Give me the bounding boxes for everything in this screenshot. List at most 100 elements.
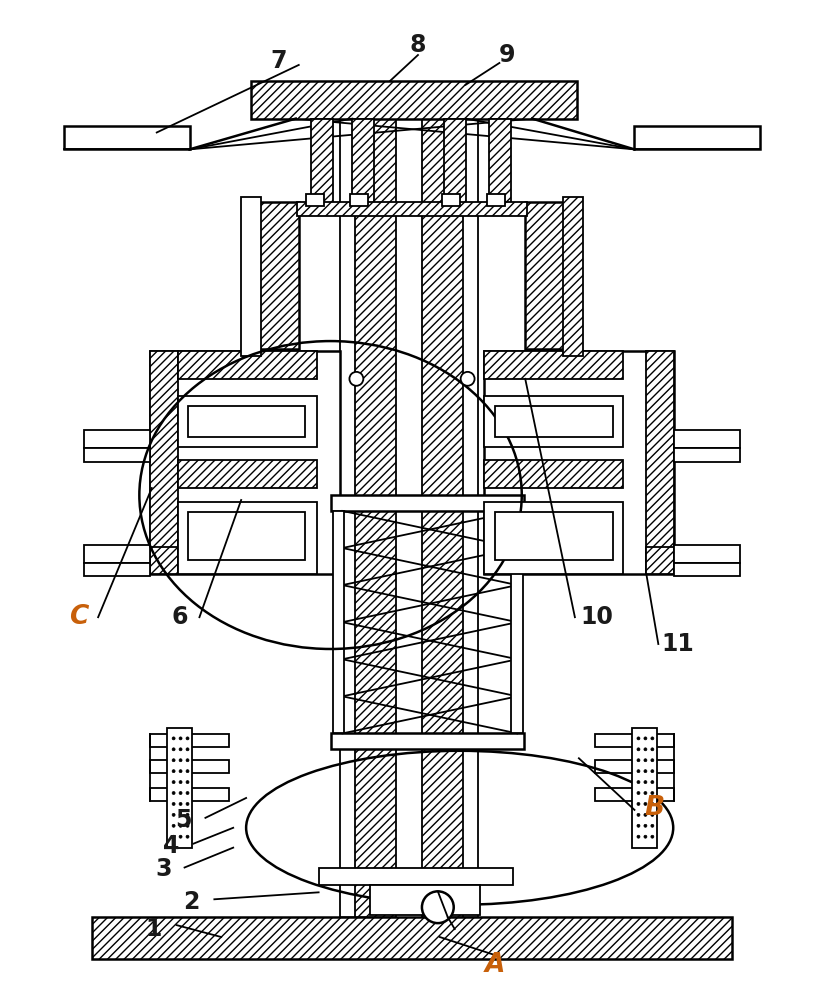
Circle shape bbox=[637, 759, 640, 762]
Bar bbox=[330, 495, 524, 511]
Circle shape bbox=[186, 824, 189, 827]
Circle shape bbox=[651, 781, 654, 784]
Bar bbox=[370, 885, 480, 915]
Bar bbox=[84, 545, 150, 563]
Bar bbox=[150, 760, 229, 773]
Bar bbox=[84, 448, 150, 462]
Bar bbox=[64, 126, 190, 149]
Bar bbox=[489, 119, 512, 203]
Circle shape bbox=[172, 792, 176, 795]
Bar bbox=[251, 81, 577, 119]
Bar bbox=[484, 351, 623, 379]
Text: 8: 8 bbox=[410, 33, 426, 57]
Bar bbox=[595, 760, 674, 773]
Circle shape bbox=[172, 802, 176, 805]
Bar bbox=[311, 119, 333, 203]
Bar bbox=[241, 197, 261, 356]
Circle shape bbox=[179, 759, 182, 762]
Circle shape bbox=[651, 824, 654, 827]
Circle shape bbox=[172, 759, 176, 762]
Circle shape bbox=[186, 770, 189, 773]
Circle shape bbox=[651, 802, 654, 805]
Bar bbox=[150, 351, 178, 574]
Circle shape bbox=[179, 737, 182, 740]
Bar bbox=[84, 430, 150, 448]
Text: C: C bbox=[68, 604, 88, 630]
Text: 2: 2 bbox=[183, 890, 199, 914]
Circle shape bbox=[637, 802, 640, 805]
Circle shape bbox=[644, 835, 647, 838]
Bar bbox=[166, 728, 193, 848]
Bar bbox=[150, 788, 229, 801]
Bar bbox=[484, 460, 623, 488]
Circle shape bbox=[644, 748, 647, 751]
Bar bbox=[563, 197, 583, 356]
Circle shape bbox=[179, 781, 182, 784]
Circle shape bbox=[186, 813, 189, 816]
Text: A: A bbox=[485, 952, 504, 978]
Circle shape bbox=[651, 835, 654, 838]
Circle shape bbox=[172, 770, 176, 773]
Bar bbox=[646, 547, 674, 574]
Circle shape bbox=[186, 781, 189, 784]
Circle shape bbox=[637, 737, 640, 740]
Circle shape bbox=[644, 770, 647, 773]
Circle shape bbox=[349, 372, 363, 386]
Circle shape bbox=[186, 759, 189, 762]
Circle shape bbox=[637, 792, 640, 795]
Circle shape bbox=[644, 759, 647, 762]
Bar bbox=[462, 85, 478, 917]
Text: 9: 9 bbox=[499, 43, 516, 67]
Circle shape bbox=[644, 792, 647, 795]
Circle shape bbox=[179, 802, 182, 805]
Circle shape bbox=[172, 813, 176, 816]
Circle shape bbox=[179, 748, 182, 751]
Circle shape bbox=[186, 835, 189, 838]
Circle shape bbox=[651, 737, 654, 740]
Bar bbox=[178, 396, 316, 447]
Bar bbox=[484, 351, 674, 574]
Bar bbox=[188, 406, 305, 437]
Bar bbox=[150, 547, 178, 574]
Circle shape bbox=[651, 813, 654, 816]
Bar bbox=[525, 202, 565, 349]
Bar bbox=[178, 502, 316, 574]
Bar bbox=[595, 734, 674, 747]
Text: B: B bbox=[644, 795, 664, 821]
Bar bbox=[84, 563, 150, 576]
Bar bbox=[495, 406, 612, 437]
Circle shape bbox=[637, 824, 640, 827]
Circle shape bbox=[637, 770, 640, 773]
Circle shape bbox=[179, 813, 182, 816]
Bar bbox=[484, 396, 623, 447]
Circle shape bbox=[461, 372, 475, 386]
Bar bbox=[92, 917, 732, 959]
Circle shape bbox=[644, 737, 647, 740]
Bar bbox=[422, 85, 466, 917]
Bar bbox=[442, 194, 460, 206]
Bar bbox=[178, 351, 316, 379]
Circle shape bbox=[172, 824, 176, 827]
Circle shape bbox=[637, 748, 640, 751]
Bar bbox=[484, 502, 623, 574]
Circle shape bbox=[637, 781, 640, 784]
Text: 1: 1 bbox=[146, 917, 162, 941]
Bar bbox=[353, 85, 396, 917]
Circle shape bbox=[644, 781, 647, 784]
Circle shape bbox=[186, 802, 189, 805]
Circle shape bbox=[651, 748, 654, 751]
Bar bbox=[319, 868, 513, 885]
Bar bbox=[150, 351, 340, 574]
Bar bbox=[188, 512, 305, 560]
Circle shape bbox=[179, 792, 182, 795]
Bar bbox=[150, 734, 229, 747]
Circle shape bbox=[172, 835, 176, 838]
Circle shape bbox=[637, 813, 640, 816]
Circle shape bbox=[651, 770, 654, 773]
Circle shape bbox=[179, 824, 182, 827]
Bar bbox=[333, 511, 344, 733]
Bar bbox=[495, 512, 612, 560]
Bar bbox=[353, 119, 374, 203]
Circle shape bbox=[186, 737, 189, 740]
Bar bbox=[340, 85, 355, 917]
